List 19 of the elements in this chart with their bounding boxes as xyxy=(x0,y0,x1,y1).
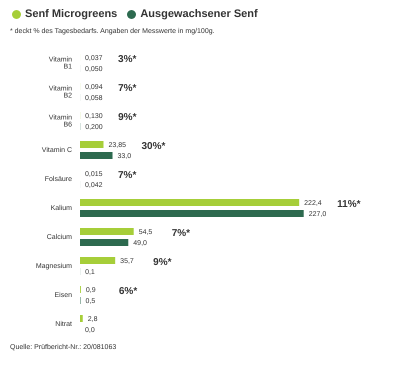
annotation: 30%* xyxy=(142,141,166,152)
annotation: 7%* xyxy=(172,228,190,239)
annotation: 7%* xyxy=(118,170,136,181)
annotation: 9%* xyxy=(118,112,137,123)
legend-label: Ausgewachsener Senf xyxy=(140,8,258,20)
annotation: 3%* xyxy=(118,54,136,65)
bar xyxy=(80,152,113,159)
bar xyxy=(80,210,304,217)
bar xyxy=(80,315,83,322)
legend-label: Senf Microgreens xyxy=(25,8,118,20)
text: 11%* xyxy=(337,199,361,210)
annotation: 9%* xyxy=(153,257,172,268)
annotation: 7%* xyxy=(118,83,137,94)
bar xyxy=(80,141,104,148)
annotation: 6%* xyxy=(118,286,138,297)
bar xyxy=(80,239,128,246)
bar xyxy=(80,228,134,235)
bar xyxy=(80,257,116,264)
bar xyxy=(80,199,300,206)
